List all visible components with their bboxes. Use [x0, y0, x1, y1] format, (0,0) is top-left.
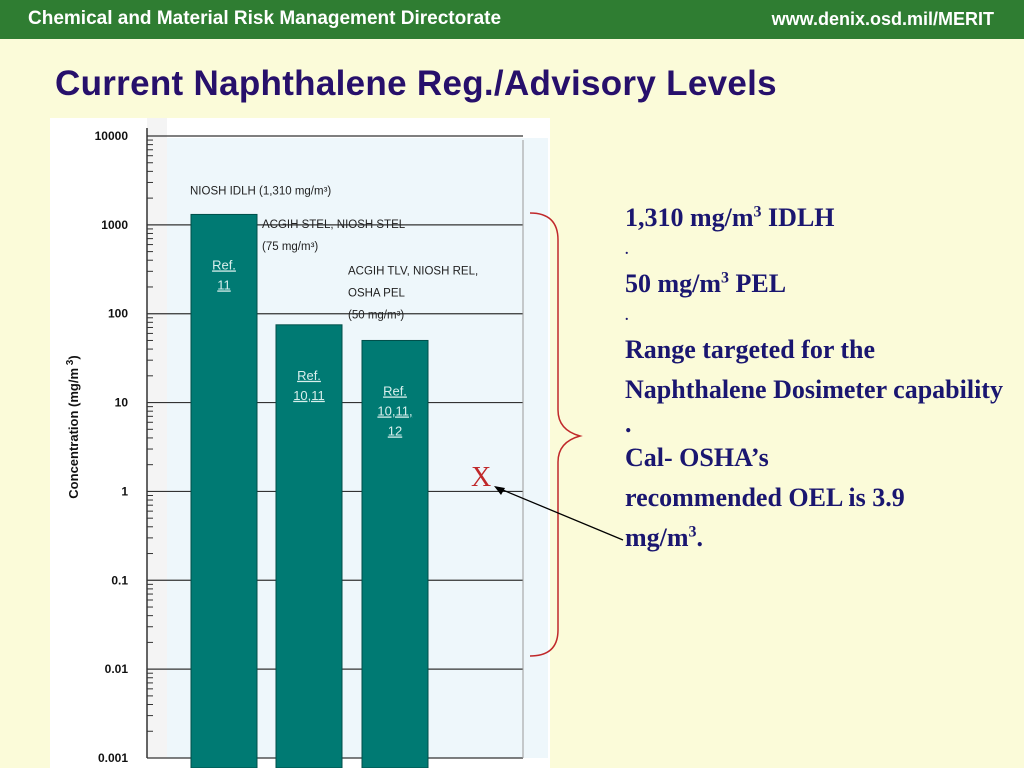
oel-marker: X: [471, 462, 492, 493]
idlh-note: 1,310 mg/m3 IDLH: [625, 198, 1005, 238]
oel-sup: 3: [688, 523, 697, 541]
y-tick-label: 1: [121, 484, 128, 498]
notes-panel: 1,310 mg/m3 IDLH . 50 mg/m3 PEL . Range …: [625, 198, 1005, 558]
idlh-value: 1,310 mg/m: [625, 203, 754, 232]
y-axis-label: Concentration (mg/m 3): [65, 355, 81, 498]
directorate-name: Chemical and Material Risk Management Di…: [28, 8, 502, 29]
separator-dot: .: [625, 409, 632, 438]
bar-ref-label: Ref.: [212, 257, 236, 272]
pel-value: 50 mg/m: [625, 269, 722, 298]
bar-annotation: (50 mg/m³): [348, 309, 404, 321]
bar: [361, 339, 429, 768]
concentration-chart: 10000 1000 100 10 1 0.1 0.01 0.001 Concentration…: [65, 118, 548, 768]
bar-ref-label: 10,11,: [377, 403, 412, 418]
pel-sup: 3: [721, 269, 730, 287]
slide-title: Current Naphthalene Reg./Advisory Levels: [55, 64, 777, 103]
bar-annotation: OSHA PEL: [348, 287, 405, 299]
y-tick-label: 10000: [95, 129, 129, 143]
chart-panel: 10000 1000 100 10 1 0.1 0.01 0.001 Concentration…: [50, 118, 550, 768]
header-banner: Chemical and Material Risk Management Di…: [0, 0, 1024, 39]
bar-ref-label: 10,11: [293, 388, 325, 403]
bar-annotation: ACGIH TLV, NIOSH REL,: [348, 265, 478, 277]
website-url: www.denix.osd.mil/MERIT: [771, 9, 994, 29]
oel-unit: mg/m: [625, 523, 689, 552]
idlh-sup: 3: [753, 203, 762, 221]
bar: [275, 324, 343, 768]
oel-line-3: mg/m3.: [625, 518, 1005, 558]
bar-ref-label: Ref.: [383, 383, 407, 398]
y-tick-label: 10: [115, 396, 129, 410]
bar-annotation: NIOSH IDLH (1,310 mg/m³): [190, 185, 331, 197]
bar-ref-label: 12: [388, 423, 402, 438]
bar-ref-label: 11: [217, 277, 231, 292]
y-tick-label: 100: [108, 307, 128, 321]
axis-strip: [147, 118, 167, 758]
range-note: Range targeted for the Naphthalene Dosim…: [625, 335, 1003, 404]
y-tick-label: 0.01: [105, 662, 129, 676]
y-tick-label: 0.1: [111, 573, 128, 587]
pel-label: PEL: [729, 269, 787, 298]
bar-annotation: ACGIH STEL, NIOSH STEL: [262, 219, 406, 231]
bar: [190, 213, 258, 768]
oel-end: .: [696, 523, 704, 552]
oel-line-2: recommended OEL is 3.9: [625, 483, 905, 512]
y-tick-label: 1000: [101, 218, 128, 232]
y-tick-label: 0.001: [98, 751, 128, 765]
idlh-label: IDLH: [761, 203, 835, 232]
bar-ref-label: Ref.: [297, 368, 321, 383]
pel-note: 50 mg/m3 PEL: [625, 264, 1005, 304]
separator-dot: .: [625, 243, 629, 258]
separator-dot: .: [625, 309, 629, 324]
bar-annotation: (75 mg/m³): [262, 241, 318, 253]
oel-line-1: Cal- OSHA’s: [625, 443, 769, 472]
